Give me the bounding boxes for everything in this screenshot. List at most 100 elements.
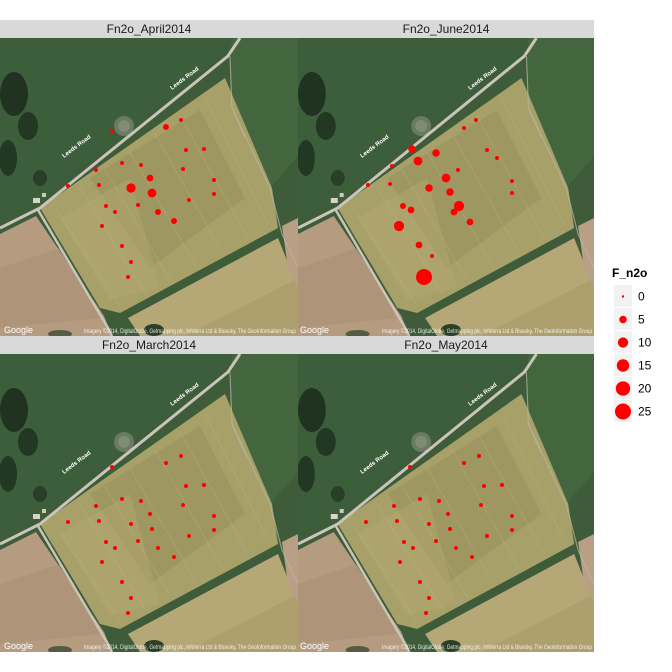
data-point-panel-1-9 <box>146 174 154 182</box>
data-point-panel-4-1 <box>462 461 466 465</box>
data-point-panel-2-4 <box>432 149 440 157</box>
data-point-panel-3-19 <box>156 546 160 550</box>
data-point-panel-1-10 <box>126 183 136 193</box>
data-point-panel-3-17 <box>136 539 140 543</box>
data-point-panel-1-21 <box>171 218 177 224</box>
data-point-panel-3-10 <box>129 522 133 526</box>
data-point-panel-1-6 <box>120 161 124 165</box>
map-credit-panel-3: Imagery ©2014, DigitalGlobe, Getmapping … <box>84 644 297 651</box>
legend-label-2: 5 <box>638 313 645 327</box>
data-point-panel-2-25 <box>416 269 432 285</box>
data-point-panel-4-14 <box>364 520 368 524</box>
data-point-panel-1-17 <box>136 203 140 207</box>
data-point-panel-4-8 <box>437 499 441 503</box>
data-point-panel-3-13 <box>97 519 101 523</box>
data-point-panel-3-5 <box>202 483 206 487</box>
data-point-panel-3-24 <box>120 580 124 584</box>
basemap-panel-2 <box>298 38 594 336</box>
basemap-panel-4 <box>298 354 594 652</box>
data-point-panel-4-10 <box>427 522 431 526</box>
data-point-panel-1-15 <box>212 178 216 182</box>
map-credit-panel-1: Imagery ©2014, DigitalGlobe, Getmapping … <box>84 328 297 335</box>
data-point-panel-1-7 <box>94 168 98 172</box>
data-point-panel-4-19 <box>454 546 458 550</box>
data-point-panel-3-15 <box>212 514 216 518</box>
facet-strips: Fn2o_April2014 Fn2o_June2014 Fn2o_March2… <box>0 20 594 354</box>
data-point-panel-2-9 <box>441 173 451 183</box>
google-logo-panel-4: Google <box>300 641 329 651</box>
data-point-panel-1-8 <box>139 163 143 167</box>
data-point-panel-1-3 <box>110 129 114 133</box>
data-point-panel-1-12 <box>181 167 185 171</box>
strip-panel-2 <box>298 20 594 38</box>
data-point-panel-1-20 <box>113 210 117 214</box>
data-point-panel-2-1 <box>474 118 478 122</box>
data-point-panel-2-23 <box>415 241 423 249</box>
legend-key-5 <box>615 381 631 396</box>
data-point-panel-1-2 <box>179 118 183 122</box>
data-point-panel-1-11 <box>147 188 157 198</box>
legend-title: F_n2o <box>612 266 647 280</box>
legend-keys: 0 5 10 15 20 25 <box>614 285 652 422</box>
data-point-panel-2-16 <box>510 191 514 195</box>
legend-label-3: 10 <box>638 336 652 350</box>
data-point-panel-1-23 <box>100 224 104 228</box>
data-point-panel-1-22 <box>187 198 191 202</box>
strip-panel-4 <box>298 336 594 354</box>
data-point-panel-1-19 <box>155 209 161 215</box>
data-point-panel-2-22 <box>393 220 405 232</box>
data-point-panel-4-6 <box>418 497 422 501</box>
data-point-panel-3-14 <box>66 520 70 524</box>
data-point-panel-2-6 <box>485 148 489 152</box>
data-point-panel-4-26 <box>427 596 431 600</box>
panel-1-title: Fn2o_April2014 <box>107 22 192 36</box>
data-point-panel-3-2 <box>179 454 183 458</box>
map-credit-panel-2: Imagery ©2014, DigitalGlobe, Getmapping … <box>382 328 593 335</box>
panel-3-title: Fn2o_March2014 <box>102 338 196 352</box>
data-point-panel-2-11 <box>446 188 454 196</box>
data-point-panel-1-25 <box>126 275 130 279</box>
data-point-panel-4-13 <box>395 519 399 523</box>
data-point-panel-3-16 <box>212 528 216 532</box>
google-logo-panel-2: Google <box>300 325 329 335</box>
data-point-panel-3-18 <box>104 540 108 544</box>
data-point-panel-3-25 <box>126 611 130 615</box>
data-point-panel-4-23 <box>398 560 402 564</box>
data-point-panel-2-2 <box>462 126 466 130</box>
data-point-panel-4-15 <box>510 514 514 518</box>
legend-label-4: 15 <box>638 359 652 373</box>
data-point-panel-1-4 <box>184 148 188 152</box>
data-point-panel-2-19 <box>400 203 406 209</box>
data-point-panel-2-18 <box>450 208 458 216</box>
data-point-panel-1-13 <box>97 183 101 187</box>
strip-panel-1 <box>0 20 298 38</box>
google-logo-panel-1: Google <box>4 325 33 335</box>
data-point-panel-2-13 <box>388 182 392 186</box>
legend-key-1 <box>621 295 625 298</box>
data-point-panel-1-24 <box>120 244 124 248</box>
data-point-panel-2-5 <box>413 156 423 166</box>
legend-label-1: 0 <box>638 290 645 304</box>
data-point-panel-4-22 <box>485 534 489 538</box>
map-credit-panel-4: Imagery ©2014, DigitalGlobe, Getmapping … <box>382 644 593 651</box>
data-point-panel-4-24 <box>418 580 422 584</box>
data-points <box>66 118 514 615</box>
legend-key-3 <box>617 337 629 348</box>
data-point-panel-4-7 <box>392 504 396 508</box>
data-point-panel-1-16 <box>212 192 216 196</box>
data-point-panel-2-3 <box>408 145 416 153</box>
data-point-panel-1-5 <box>202 147 206 151</box>
data-point-panel-4-25 <box>424 611 428 615</box>
data-point-panel-4-20 <box>411 546 415 550</box>
panel-2-title: Fn2o_June2014 <box>403 22 490 36</box>
basemap-panel-1 <box>0 38 298 336</box>
data-point-panel-2-17 <box>453 200 465 212</box>
data-point-panel-4-3 <box>408 465 412 469</box>
legend-key-6 <box>615 403 631 420</box>
data-point-panel-3-20 <box>113 546 117 550</box>
data-point-panel-3-6 <box>120 497 124 501</box>
data-point-panel-4-18 <box>402 540 406 544</box>
data-point-panel-4-17 <box>434 539 438 543</box>
data-point-panel-4-11 <box>448 527 452 531</box>
data-point-panel-2-7 <box>495 156 499 160</box>
